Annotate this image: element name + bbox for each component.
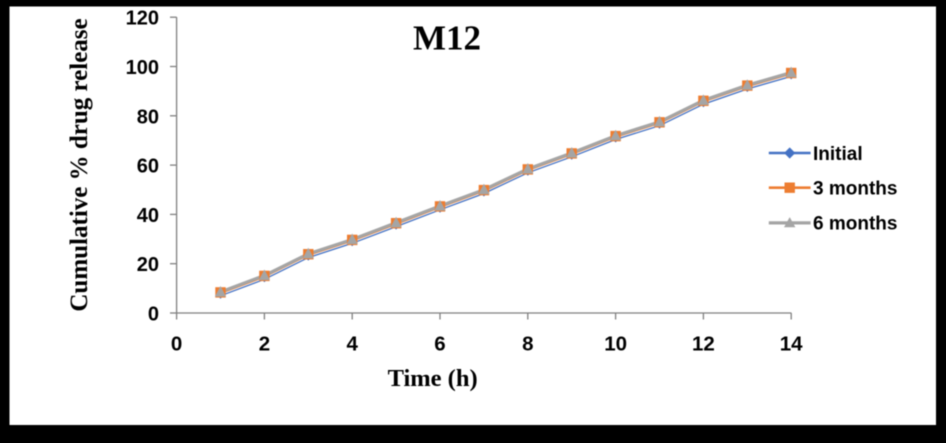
- svg-text:80: 80: [137, 106, 159, 128]
- svg-text:0: 0: [171, 333, 182, 356]
- svg-text:40: 40: [137, 205, 159, 227]
- svg-text:M12: M12: [413, 19, 481, 58]
- svg-text:6: 6: [434, 333, 445, 356]
- svg-text:3 months: 3 months: [813, 179, 897, 200]
- svg-text:100: 100: [126, 57, 159, 79]
- svg-text:12: 12: [692, 333, 715, 356]
- svg-text:120: 120: [126, 8, 159, 30]
- svg-text:0: 0: [148, 304, 159, 326]
- svg-text:Cumulative % drug release: Cumulative % drug release: [66, 18, 93, 311]
- svg-text:6 months: 6 months: [813, 214, 897, 235]
- svg-text:2: 2: [259, 333, 270, 356]
- svg-text:4: 4: [346, 333, 358, 356]
- svg-text:8: 8: [522, 333, 533, 356]
- svg-text:10: 10: [604, 333, 627, 356]
- svg-text:60: 60: [137, 156, 159, 178]
- svg-text:14: 14: [780, 333, 803, 356]
- svg-text:Time (h): Time (h): [388, 365, 478, 392]
- svg-text:20: 20: [137, 254, 159, 276]
- svg-text:Initial: Initial: [813, 144, 863, 165]
